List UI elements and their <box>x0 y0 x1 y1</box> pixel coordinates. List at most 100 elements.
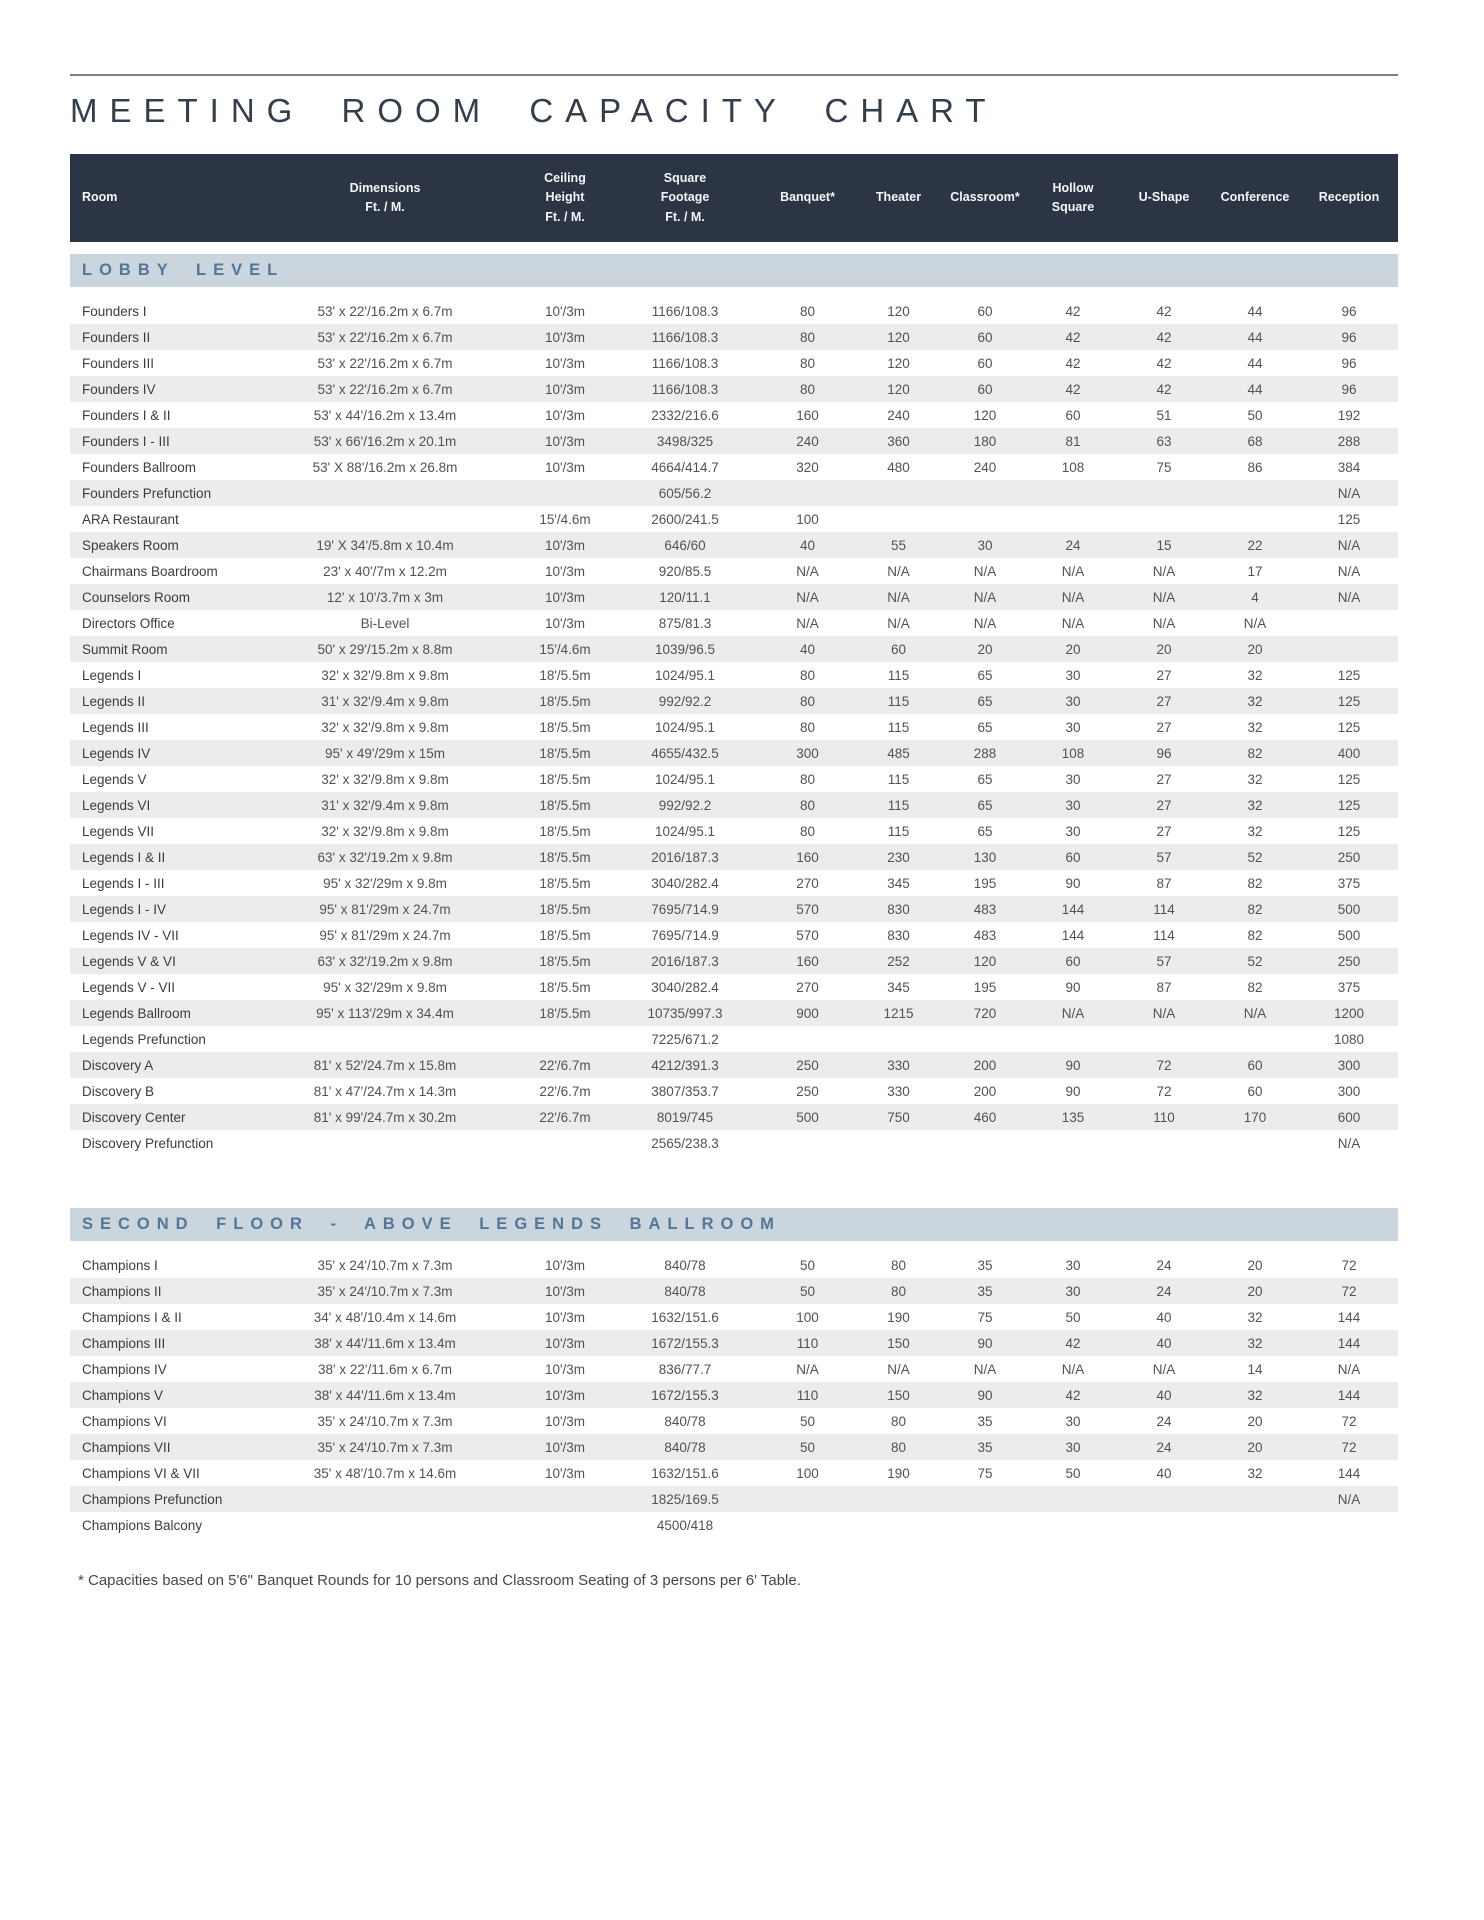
cell-reception: 125 <box>1337 771 1361 787</box>
cell-square_footage: 2016/187.3 <box>651 953 719 969</box>
cell-u_shape: 40 <box>1156 1465 1172 1481</box>
cell-banquet: 160 <box>796 849 819 865</box>
cell-reception: 125 <box>1337 667 1361 683</box>
table-row: Discovery Center 81' x 99'/24.7m x 30.2m 2… <box>70 1104 1398 1130</box>
cell-theater: 115 <box>887 667 910 683</box>
cell-hollow_square: N/A <box>1061 589 1085 605</box>
cell-room: Legends III <box>82 719 149 735</box>
cell-dimensions: 63' x 32'/19.2m x 9.8m <box>317 953 453 969</box>
cell-conference: 52 <box>1247 953 1263 969</box>
cell-classroom: 460 <box>973 1109 997 1125</box>
cell-banquet: 570 <box>796 901 819 917</box>
cell-u_shape: 57 <box>1156 849 1172 865</box>
cell-banquet: 270 <box>796 875 819 891</box>
cell-banquet: 50 <box>799 1283 816 1299</box>
cell-classroom: 200 <box>973 1083 997 1099</box>
cell-reception: 375 <box>1337 979 1361 995</box>
cell-hollow_square: 60 <box>1065 407 1081 423</box>
cell-room: Champions IV <box>82 1361 167 1377</box>
column-header-reception: Reception <box>1318 190 1380 205</box>
cell-conference: 170 <box>1243 1109 1267 1125</box>
column-header-classroom: Classroom* <box>950 190 1020 205</box>
cell-conference: 50 <box>1247 407 1263 423</box>
cell-square_footage: 1166/108.3 <box>651 355 719 371</box>
column-header-ceiling_height: Ceiling Height Ft. / M. <box>544 170 586 224</box>
cell-u_shape: 27 <box>1156 771 1172 787</box>
cell-classroom: 130 <box>973 849 997 865</box>
cell-reception: 144 <box>1337 1309 1361 1325</box>
cell-banquet: 40 <box>799 641 816 657</box>
cell-conference: 32 <box>1247 797 1263 813</box>
cell-hollow_square: N/A <box>1061 1005 1085 1021</box>
cell-classroom: 65 <box>977 771 993 787</box>
table-row: Discovery B 81' x 47'/24.7m x 14.3m 22'/6.… <box>70 1078 1398 1104</box>
cell-room: Founders Prefunction <box>82 485 212 501</box>
cell-reception: N/A <box>1337 485 1361 501</box>
cell-classroom: 60 <box>977 303 993 319</box>
cell-dimensions: 35' x 24'/10.7m x 7.3m <box>317 1439 453 1455</box>
table-row: Champions V 38' x 44'/11.6m x 13.4m 10'/3m… <box>70 1382 1398 1408</box>
cell-theater: N/A <box>887 589 910 605</box>
table-row: Champions Prefunction 1825/169.5 N/A <box>70 1486 1398 1512</box>
cell-banquet: 250 <box>796 1057 819 1073</box>
cell-room: Champions I <box>82 1257 158 1273</box>
cell-theater: 115 <box>887 797 910 813</box>
cell-dimensions: 32' x 32'/9.8m x 9.8m <box>321 771 449 787</box>
cell-ceiling_height: 18'/5.5m <box>539 719 591 735</box>
cell-ceiling_height: 22'/6.7m <box>539 1083 591 1099</box>
cell-square_footage: 992/92.2 <box>658 797 712 813</box>
cell-hollow_square: 30 <box>1065 667 1081 683</box>
cell-reception: N/A <box>1337 563 1361 579</box>
table-row: Champions II 35' x 24'/10.7m x 7.3m 10'/3m… <box>70 1278 1398 1304</box>
cell-theater: 240 <box>887 407 910 423</box>
cell-classroom: 483 <box>973 901 997 917</box>
cell-banquet: 270 <box>796 979 819 995</box>
cell-room: Champions VI <box>82 1413 167 1429</box>
cell-square_footage: 920/85.5 <box>658 563 712 579</box>
cell-hollow_square: 135 <box>1061 1109 1085 1125</box>
cell-room: Founders I & II <box>82 407 171 423</box>
table-row: Legends I & II 63' x 32'/19.2m x 9.8m 18'/… <box>70 844 1398 870</box>
cell-theater: 80 <box>890 1283 907 1299</box>
cell-ceiling_height: 15'/4.6m <box>539 511 591 527</box>
cell-theater: 60 <box>890 641 907 657</box>
cell-hollow_square: 30 <box>1065 771 1081 787</box>
cell-reception: 96 <box>1341 329 1357 345</box>
section-title: SECOND FLOOR - ABOVE LEGENDS BALLROOM <box>70 1208 1398 1241</box>
cell-room: Discovery A <box>82 1057 154 1073</box>
cell-reception: N/A <box>1337 1135 1361 1151</box>
cell-u_shape: 63 <box>1156 433 1172 449</box>
cell-classroom: 200 <box>973 1057 997 1073</box>
cell-hollow_square: 30 <box>1065 1413 1081 1429</box>
cell-hollow_square: 42 <box>1065 329 1081 345</box>
cell-theater: 115 <box>887 771 910 787</box>
cell-dimensions: 31' x 32'/9.4m x 9.8m <box>321 693 449 709</box>
cell-square_footage: 4655/432.5 <box>651 745 719 761</box>
cell-dimensions: 53' x 22'/16.2m x 6.7m <box>317 303 453 319</box>
cell-hollow_square: 81 <box>1065 433 1081 449</box>
cell-hollow_square: 30 <box>1065 797 1081 813</box>
cell-classroom: 35 <box>977 1413 993 1429</box>
cell-u_shape: 27 <box>1156 693 1172 709</box>
cell-classroom: 195 <box>973 875 997 891</box>
cell-reception: 1080 <box>1333 1031 1365 1047</box>
cell-classroom: 65 <box>977 693 993 709</box>
cell-conference: 20 <box>1247 1439 1263 1455</box>
cell-room: Founders III <box>82 355 155 371</box>
cell-theater: 120 <box>887 329 910 345</box>
cell-ceiling_height: 10'/3m <box>544 1309 586 1325</box>
cell-hollow_square: 144 <box>1061 901 1085 917</box>
cell-reception: 125 <box>1337 511 1361 527</box>
cell-conference: 32 <box>1247 771 1263 787</box>
cell-u_shape: 87 <box>1156 875 1172 891</box>
table-row: Speakers Room 19' X 34'/5.8m x 10.4m 10'/3… <box>70 532 1398 558</box>
cell-classroom: 120 <box>973 407 997 423</box>
cell-reception: 250 <box>1337 953 1361 969</box>
cell-reception: 375 <box>1337 875 1361 891</box>
cell-conference: 20 <box>1247 641 1263 657</box>
cell-hollow_square: 42 <box>1065 355 1081 371</box>
cell-classroom: N/A <box>973 563 997 579</box>
cell-u_shape: 27 <box>1156 823 1172 839</box>
cell-reception: 72 <box>1341 1257 1357 1273</box>
